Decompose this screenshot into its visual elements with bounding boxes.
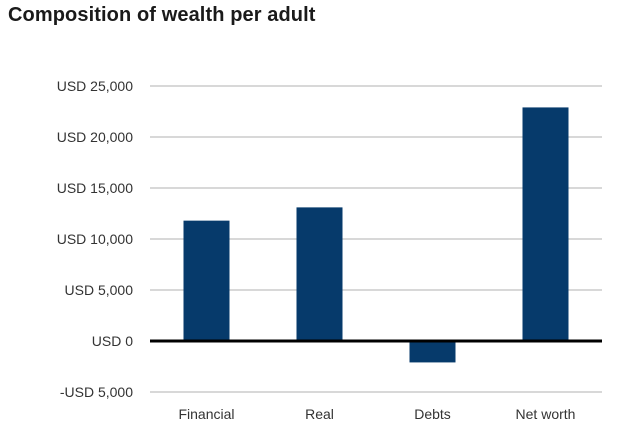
x-category-label: Financial bbox=[178, 406, 234, 422]
y-tick-label: USD 0 bbox=[92, 333, 133, 349]
x-category-label: Debts bbox=[414, 406, 451, 422]
y-tick-label: USD 10,000 bbox=[57, 231, 133, 247]
y-tick-label: USD 25,000 bbox=[57, 78, 133, 94]
bars bbox=[183, 107, 569, 363]
bar-real bbox=[296, 207, 343, 341]
x-category-label: Net worth bbox=[516, 406, 576, 422]
y-tick-label: -USD 5,000 bbox=[60, 384, 133, 400]
y-tick-label: USD 20,000 bbox=[57, 129, 133, 145]
y-tick-label: USD 15,000 bbox=[57, 180, 133, 196]
bar-net-worth bbox=[522, 107, 569, 341]
y-tick-labels: -USD 5,000 USD 0 USD 5,000 USD 10,000 USD 15… bbox=[57, 78, 133, 400]
bar-financial bbox=[183, 220, 230, 341]
y-tick-label: USD 5,000 bbox=[65, 282, 134, 298]
chart-title: Composition of wealth per adult bbox=[8, 4, 316, 26]
x-category-labels: Financial Real Debts Net worth bbox=[178, 406, 575, 422]
x-category-label: Real bbox=[305, 406, 334, 422]
bar-debts bbox=[409, 341, 456, 363]
